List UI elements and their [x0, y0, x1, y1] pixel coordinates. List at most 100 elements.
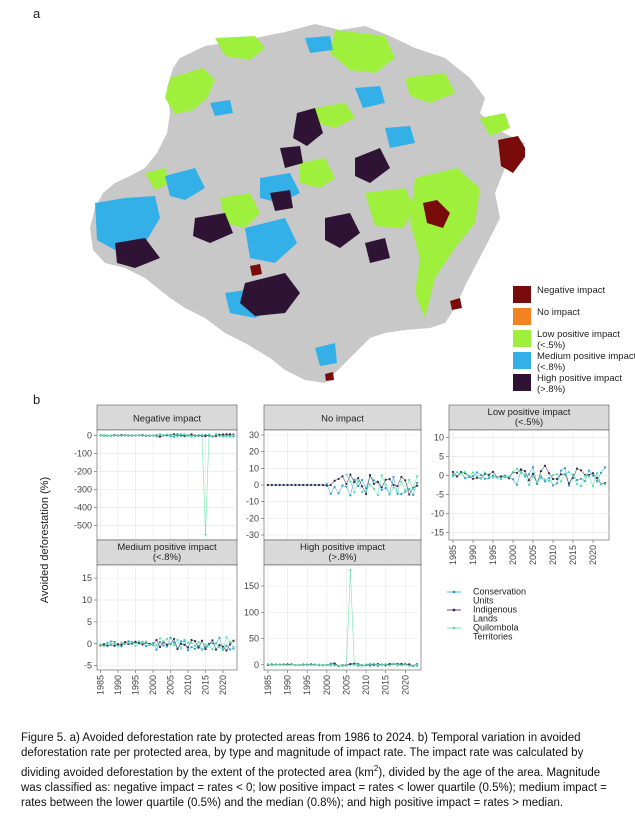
y-tick-label: -100	[74, 448, 92, 458]
data-point	[99, 643, 102, 646]
x-tick-label: 2000	[148, 675, 158, 695]
series-line	[267, 474, 418, 496]
x-tick-label: 2005	[166, 675, 176, 695]
x-tick-label: 1995	[302, 675, 312, 695]
x-tick-label: 1995	[488, 545, 498, 565]
x-tick-label: 2015	[568, 545, 578, 565]
caption-text-2: ), divided by the age of the area. Magni…	[21, 766, 607, 809]
facet-title: (<.5%)	[515, 417, 543, 428]
y-tick-label: 0	[254, 660, 259, 670]
figure-caption: Figure 5. a) Avoided deforestation rate …	[21, 731, 621, 811]
protected-areas-map	[90, 24, 525, 383]
facet-title: Negative impact	[133, 414, 201, 425]
y-tick-label: -10	[431, 508, 444, 518]
x-tick-label: 2005	[528, 545, 538, 565]
negative-areas	[250, 136, 525, 381]
data-point	[415, 481, 419, 484]
y-axis-title: Avoided deforestation (%)	[39, 477, 51, 603]
legend-key-dot	[452, 626, 456, 630]
facet-title: (<.8%)	[153, 552, 181, 563]
legend-item-no-impact: No impact	[513, 307, 635, 330]
y-tick-label: -200	[74, 466, 92, 476]
legend-swatch	[513, 286, 531, 303]
legend-label: Conservation	[473, 587, 526, 597]
facet-panel	[96, 564, 238, 671]
y-tick-label: 0	[254, 480, 259, 490]
x-tick-label: 2015	[381, 675, 391, 695]
series-line	[267, 570, 418, 667]
legend-item-medium-positive: Medium positive impact (<.8%)	[513, 351, 635, 374]
legend-label: Indigenous	[473, 605, 518, 615]
y-tick-label: 0	[439, 471, 444, 481]
x-tick-label: 2010	[361, 675, 371, 695]
data-point	[349, 569, 352, 572]
y-tick-label: -5	[84, 661, 92, 671]
legend-item-high-positive: High positive impact (>.8%)	[513, 373, 635, 396]
y-tick-label: -500	[74, 521, 92, 531]
y-tick-label: 100	[244, 607, 259, 617]
y-tick-label: -400	[74, 503, 92, 513]
facet-title: Medium positive impact	[117, 542, 217, 553]
series-line	[452, 466, 606, 487]
legend-label: Negative impact	[537, 285, 606, 296]
legend-label: Territories	[473, 632, 513, 642]
series-line	[100, 638, 234, 652]
x-tick-label: 1990	[113, 675, 123, 695]
facet-title: No impact	[321, 414, 364, 425]
series-line	[452, 465, 606, 485]
legend-label: Low positive impact (<.5%)	[537, 329, 620, 351]
legend-label: High positive impact (>.8%)	[537, 373, 623, 395]
y-tick-label: 10	[249, 463, 259, 473]
y-tick-label: 30	[249, 430, 259, 440]
panel-a-label: a	[33, 6, 41, 21]
data-point	[99, 434, 102, 437]
y-tick-label: -300	[74, 485, 92, 495]
caption-superscript: 2	[373, 764, 379, 773]
data-point	[415, 475, 419, 478]
x-tick-label: 2010	[548, 545, 558, 565]
x-tick-label: 1985	[448, 545, 458, 565]
y-tick-label: 0	[87, 430, 92, 440]
x-tick-label: 2010	[183, 675, 193, 695]
series-line	[346, 474, 418, 496]
legend-label: Lands	[473, 614, 498, 624]
y-tick-label: 0	[87, 639, 92, 649]
y-tick-label: -20	[246, 513, 259, 523]
caption-text-1: Figure 5. a) Avoided deforestation rate …	[21, 732, 584, 779]
y-tick-label: -15	[431, 527, 444, 537]
x-tick-label: 2020	[588, 545, 598, 565]
x-tick-label: 2020	[400, 675, 410, 695]
facet-title: (>.8%)	[328, 552, 356, 563]
legend-swatch	[513, 352, 531, 369]
x-tick-label: 1990	[468, 545, 478, 565]
y-tick-label: -5	[436, 489, 444, 499]
legend-label: No impact	[537, 307, 580, 318]
data-point	[603, 483, 607, 486]
x-tick-label: 2020	[218, 675, 228, 695]
facet-strip	[448, 404, 610, 431]
x-tick-label: 2000	[322, 675, 332, 695]
y-tick-label: 15	[82, 573, 92, 583]
legend-key-dot	[452, 608, 456, 612]
y-tick-label: 50	[249, 634, 259, 644]
series-line	[100, 636, 234, 651]
y-tick-label: -30	[246, 530, 259, 540]
facet-title: Low positive impact	[488, 407, 571, 418]
legend-key-dot	[452, 590, 456, 594]
facet-panel	[263, 564, 422, 671]
panel-b-label: b	[33, 392, 41, 407]
series-line	[100, 637, 234, 651]
legend-label: Quilombola	[473, 623, 519, 633]
legend-item-negative: Negative impact	[513, 285, 635, 308]
x-tick-label: 2015	[201, 675, 211, 695]
x-tick-label: 2005	[341, 675, 351, 695]
high-positive-areas	[115, 108, 390, 316]
y-tick-label: 20	[249, 447, 259, 457]
facet-panel	[96, 429, 238, 541]
y-tick-label: 5	[439, 452, 444, 462]
legend-swatch	[513, 374, 531, 391]
legend-swatch	[513, 308, 531, 325]
series-line	[100, 433, 234, 535]
x-tick-label: 1985	[96, 675, 106, 695]
x-tick-label: 1985	[263, 675, 273, 695]
